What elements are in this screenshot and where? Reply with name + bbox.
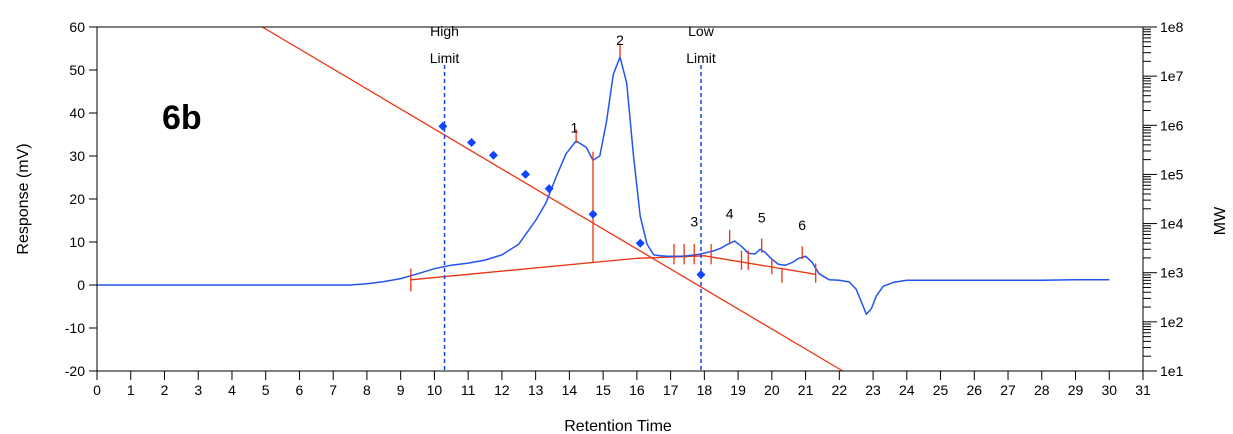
limit-label: High [430, 23, 459, 39]
y-tick-label-right: 1e4 [1160, 216, 1184, 232]
x-tick-label: 30 [1101, 382, 1117, 398]
y-axis-ticks-right: 1e1 1e2 1e3 1e4 1e5 1e6 1e7 1e8 [1143, 19, 1184, 379]
y-tick-label-left: -10 [65, 320, 85, 336]
peak-label: 2 [616, 32, 624, 48]
x-tick-label: 28 [1034, 382, 1050, 398]
x-tick-label: 25 [933, 382, 949, 398]
x-tick-label: 16 [629, 382, 645, 398]
x-tick-label: 11 [461, 382, 476, 398]
y-tick-label-right: 1e5 [1160, 166, 1184, 182]
y-tick-label-right: 1e6 [1160, 117, 1184, 133]
x-tick-label: 13 [528, 382, 544, 398]
peak-label: 3 [690, 214, 698, 230]
y-tick-label-right: 1e7 [1160, 68, 1184, 84]
panel-label: 6b [162, 99, 202, 137]
peak-label: 6 [798, 217, 806, 233]
x-tick-label: 29 [1068, 382, 1084, 398]
x-tick-label: 3 [194, 382, 202, 398]
y-axis-ticks-left: -20 -10 0 10 20 30 40 50 60 [65, 19, 97, 379]
x-tick-label: 24 [899, 382, 915, 398]
peak-marks [410, 43, 817, 292]
peak-label: 4 [726, 205, 734, 221]
limit-label: Low [688, 23, 715, 39]
x-tick-label: 20 [764, 382, 780, 398]
peak-label: 1 [571, 119, 579, 135]
x-tick-label: 27 [1000, 382, 1016, 398]
y-tick-label-right: 1e3 [1160, 265, 1184, 281]
x-tick-label: 6 [296, 382, 304, 398]
y-axis-title-right: MW [1212, 206, 1229, 235]
y-tick-label-left: 0 [77, 277, 85, 293]
y-tick-label-right: 1e2 [1160, 314, 1184, 330]
x-tick-label: 8 [363, 382, 371, 398]
y-axis-title-left: Response (mV) [15, 143, 32, 254]
x-tick-label: 21 [798, 382, 814, 398]
y-tick-label-left: 20 [69, 191, 85, 207]
calibration-curve [262, 26, 844, 372]
y-tick-label-left: 10 [69, 234, 85, 250]
x-tick-label: 5 [262, 382, 270, 398]
peak-labels: 1 2 3 4 5 6 [571, 32, 807, 233]
calibration-point [438, 121, 448, 131]
x-tick-label: 14 [562, 382, 578, 398]
calibration-points [438, 121, 706, 280]
calibration-point [467, 137, 477, 147]
limit-label: Limit [686, 50, 716, 66]
y-tick-label-right: 1e1 [1160, 363, 1184, 379]
calibration-layer [262, 26, 844, 372]
x-tick-label: 12 [494, 382, 510, 398]
x-tick-label: 22 [832, 382, 848, 398]
x-tick-label: 31 [1135, 382, 1151, 398]
x-tick-label: 7 [329, 382, 337, 398]
peak-label: 5 [758, 210, 766, 226]
x-tick-label: 17 [663, 382, 679, 398]
y-tick-label-left: 60 [69, 19, 85, 35]
x-tick-label: 15 [595, 382, 611, 398]
x-tick-label: 26 [967, 382, 983, 398]
x-tick-label: 0 [93, 382, 101, 398]
y-tick-label-left: 50 [69, 62, 85, 78]
x-tick-label: 23 [865, 382, 881, 398]
y-tick-label-left: 40 [69, 105, 85, 121]
x-tick-label: 10 [427, 382, 443, 398]
right-axis-minor-ticks [1143, 28, 1151, 357]
y-tick-label-left: -20 [65, 363, 85, 379]
y-tick-label-right: 1e8 [1160, 19, 1184, 35]
calibration-point [635, 238, 645, 248]
x-tick-label: 2 [161, 382, 169, 398]
baseline-curve [410, 255, 816, 281]
limit-label: Limit [430, 50, 460, 66]
limit-lines: High Limit Low Limit [430, 23, 716, 371]
calibration-point [488, 150, 498, 160]
baseline-layer [410, 255, 816, 281]
x-axis-title: Retention Time [564, 418, 672, 434]
signal-layer [97, 56, 1110, 315]
x-tick-label: 18 [697, 382, 713, 398]
x-tick-label: 9 [397, 382, 405, 398]
calibration-point [544, 184, 554, 194]
x-tick-label: 4 [228, 382, 236, 398]
calibration-point [588, 209, 598, 219]
signal-series [97, 56, 1110, 315]
calibration-point [521, 169, 531, 179]
x-axis-ticks: 0 1 2 3 4 5 6 7 8 9 10 11 12 13 14 15 16 17 18 19 20 21 22 23 24… [93, 371, 1151, 398]
x-tick-label: 19 [730, 382, 746, 398]
x-tick-label: 1 [127, 382, 135, 398]
y-tick-label-left: 30 [69, 148, 85, 164]
calibration-point [696, 270, 706, 280]
